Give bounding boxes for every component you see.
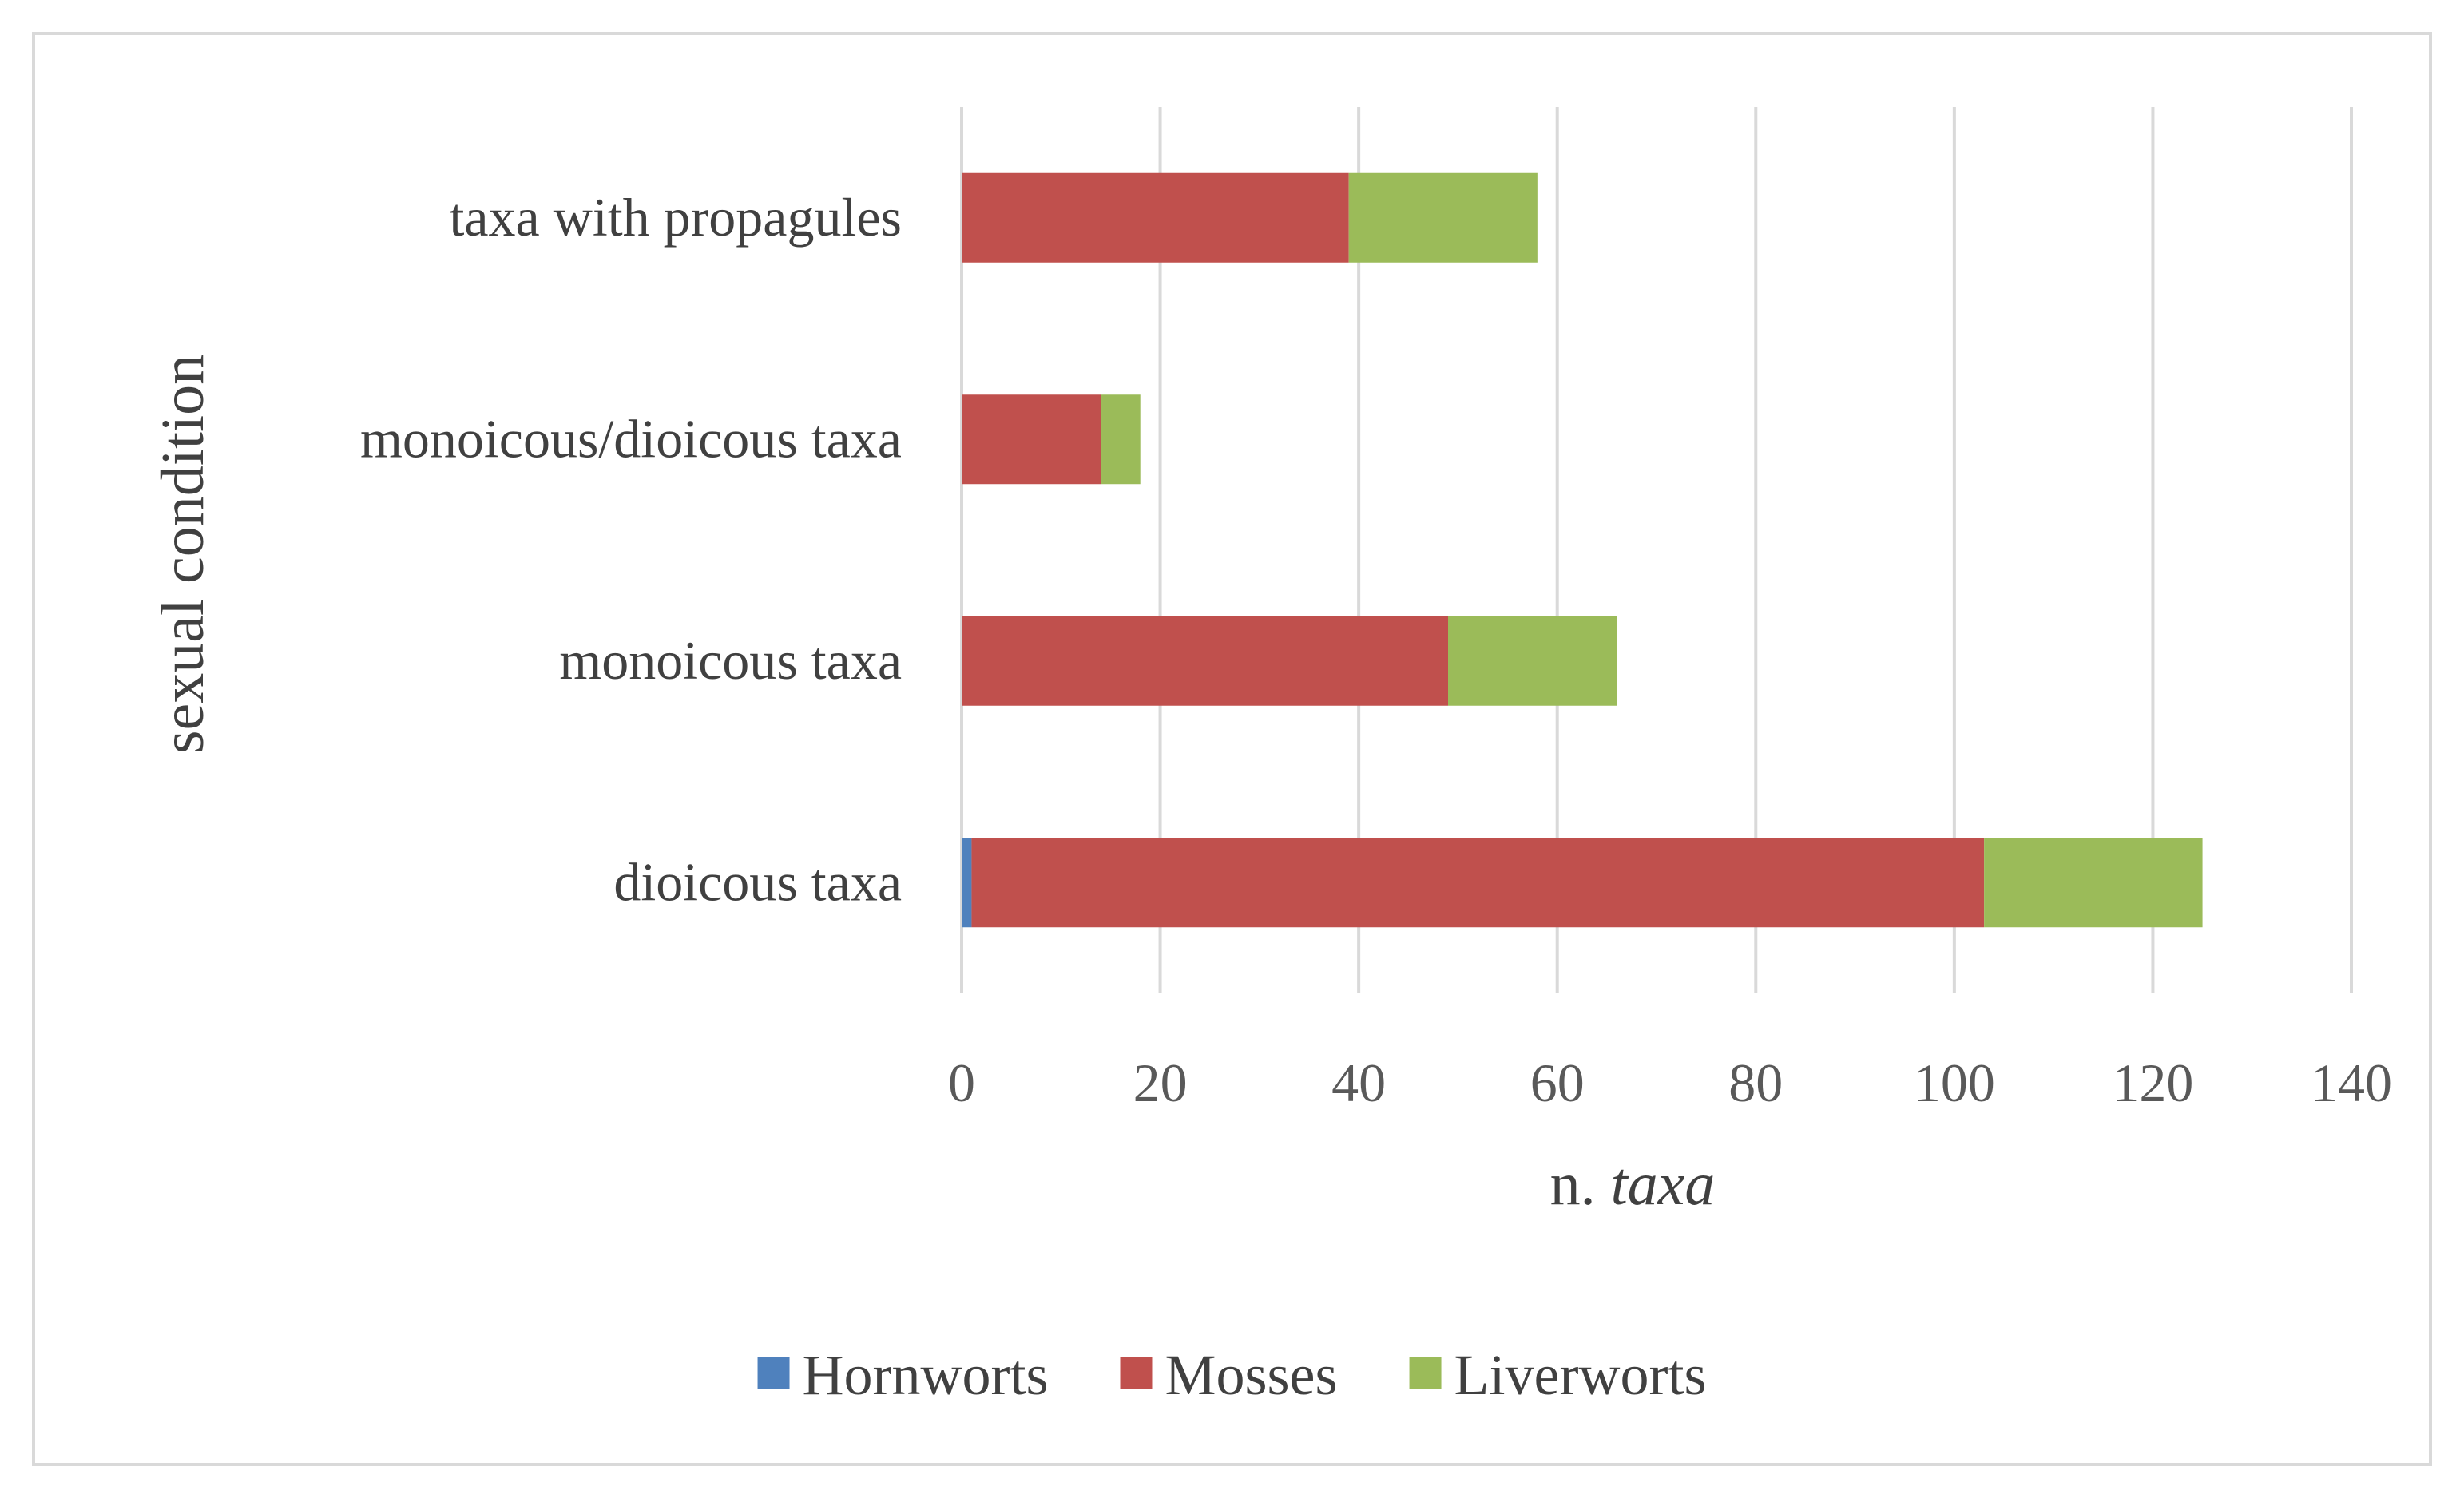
x-tick-label-80: 80 <box>1728 1052 1783 1113</box>
category-labels: dioicous taxa monoicous taxa monoicous/dio… <box>360 187 902 913</box>
bar-liverworts-1 <box>1448 616 1617 706</box>
x-tick-label-60: 60 <box>1530 1052 1585 1113</box>
legend-label-mosses: Mosses <box>1165 1343 1338 1407</box>
category-label-3: taxa with propagules <box>449 187 902 248</box>
bars <box>962 172 2203 928</box>
x-tick-label-100: 100 <box>1914 1052 1995 1113</box>
bar-mosses-1 <box>962 616 1448 706</box>
category-label-2: monoicous/dioicous taxa <box>360 408 902 469</box>
legend-swatch-hornworts <box>757 1357 790 1389</box>
bar-liverworts-0 <box>1984 838 2203 928</box>
bar-hornworts-0 <box>962 838 972 928</box>
y-axis-title: sexual condition <box>149 355 216 754</box>
category-label-0: dioicous taxa <box>613 851 902 912</box>
category-label-1: monoicous taxa <box>559 630 902 691</box>
bar-liverworts-2 <box>1101 394 1141 485</box>
x-tick-label-140: 140 <box>2311 1052 2392 1113</box>
chart-frame: 0 20 40 60 80 100 120 140 dioicous taxa monoicou… <box>32 32 2432 1466</box>
x-tick-label-40: 40 <box>1331 1052 1386 1113</box>
bar-mosses-0 <box>971 838 1985 928</box>
bar-liverworts-3 <box>1348 172 1538 263</box>
legend-label-hornworts: Hornworts <box>803 1343 1049 1407</box>
x-axis-title-prefix: n. <box>1550 1151 1611 1218</box>
x-tick-label-0: 0 <box>948 1052 975 1113</box>
bar-chart: 0 20 40 60 80 100 120 140 dioicous taxa monoicou… <box>149 107 2392 1407</box>
x-tick-label-120: 120 <box>2112 1052 2193 1113</box>
legend-swatch-mosses <box>1120 1357 1153 1389</box>
x-tick-labels: 0 20 40 60 80 100 120 140 <box>948 1052 2392 1113</box>
legend: Hornworts Mosses Liverworts <box>757 1343 1707 1407</box>
x-tick-label-20: 20 <box>1133 1052 1188 1113</box>
legend-swatch-liverworts <box>1409 1357 1442 1389</box>
bar-mosses-3 <box>962 172 1349 263</box>
x-axis-title: n. taxa <box>1550 1151 1716 1218</box>
bar-mosses-2 <box>962 394 1101 485</box>
x-axis-title-italic: taxa <box>1611 1151 1716 1218</box>
legend-label-liverworts: Liverworts <box>1454 1343 1707 1407</box>
